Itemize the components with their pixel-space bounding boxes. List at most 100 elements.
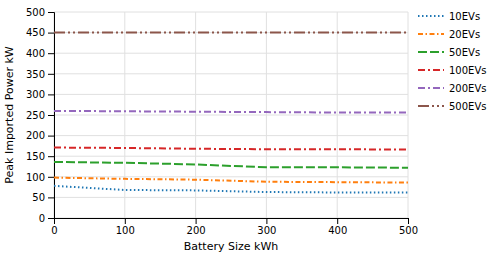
- tick: 0: [51, 218, 57, 236]
- legend-label: 20EVs: [449, 29, 480, 40]
- chart: 0 100 200 300 400 500 0 50 100 150 200 250 300 350 400…: [0, 0, 500, 256]
- legend-swatch: [418, 15, 444, 17]
- series-line: [54, 32, 408, 34]
- tick-mark: [337, 218, 338, 224]
- legend-item: 20EVs: [418, 29, 480, 40]
- tick-mark: [48, 115, 54, 116]
- legend-item: 500EVs: [418, 101, 486, 112]
- tick: 100: [26, 172, 54, 183]
- tick-label: 200: [26, 130, 45, 141]
- grid-line: [54, 94, 408, 95]
- tick: 350: [26, 69, 54, 80]
- legend-label: 10EVs: [449, 11, 480, 22]
- tick: 150: [26, 151, 54, 162]
- grid-line: [54, 73, 408, 74]
- grid-line: [54, 197, 408, 198]
- legend-label: 100EVs: [449, 65, 486, 76]
- legend-item: 100EVs: [418, 65, 486, 76]
- legend-label: 200EVs: [449, 83, 486, 94]
- tick-mark: [48, 12, 54, 13]
- axis-line: [48, 13, 55, 219]
- tick-label: 300: [26, 89, 45, 100]
- series-line: [54, 111, 408, 113]
- x-axis-title: Battery Size kWh: [184, 240, 279, 253]
- tick: 50: [32, 192, 54, 203]
- tick-mark: [48, 136, 54, 137]
- grid-line: [54, 176, 408, 177]
- tick-label: 450: [26, 27, 45, 38]
- legend-swatch: [418, 105, 444, 107]
- tick-mark: [48, 197, 54, 198]
- tick-label: 250: [26, 110, 45, 121]
- grid-line: [195, 12, 196, 218]
- y-axis-title: Peak Imported Power kW: [3, 46, 16, 183]
- series-line: [54, 148, 408, 150]
- tick-label: 350: [26, 69, 45, 80]
- grid-line: [54, 156, 408, 157]
- tick-label: 100: [26, 172, 45, 183]
- tick: 300: [257, 218, 276, 236]
- legend-item: 200EVs: [418, 83, 486, 94]
- tick: 250: [26, 110, 54, 121]
- tick: 450: [26, 27, 54, 38]
- legend-label: 50EVs: [449, 47, 480, 58]
- tick-label: 100: [116, 225, 135, 236]
- tick: 400: [26, 48, 54, 59]
- tick-mark: [48, 218, 54, 219]
- grid-line: [54, 135, 408, 136]
- grid-line: [266, 12, 267, 218]
- tick: 400: [328, 218, 347, 236]
- tick-label: 200: [187, 225, 206, 236]
- legend-item: 50EVs: [418, 47, 480, 58]
- series-line: [54, 178, 408, 183]
- tick-mark: [48, 177, 54, 178]
- legend: 10EVs 20EVs 50EVs 100EVs 200EVs 500EVs: [418, 11, 486, 112]
- tick-label: 400: [328, 225, 347, 236]
- axis-line: [55, 219, 409, 225]
- tick-mark: [48, 53, 54, 54]
- tick-label: 500: [399, 225, 418, 236]
- y-axis: 0 50 100 150 200 250 300 350 400 450 500: [26, 7, 55, 224]
- legend-label: 500EVs: [449, 101, 486, 112]
- tick: 200: [187, 218, 206, 236]
- legend-item: 10EVs: [418, 11, 480, 22]
- legend-swatch: [418, 51, 444, 53]
- tick: 500: [399, 218, 418, 236]
- tick: 0: [39, 213, 54, 224]
- tick-mark: [408, 218, 409, 224]
- legend-swatch: [418, 87, 444, 89]
- plot: 0 100 200 300 400 500 0 50 100 150 200 250 300 350 400…: [26, 7, 418, 236]
- grid-line: [54, 115, 408, 116]
- legend-swatch: [418, 33, 444, 35]
- tick-label: 500: [26, 7, 45, 18]
- tick: 100: [116, 218, 135, 236]
- tick-mark: [196, 218, 197, 224]
- grid-line: [408, 12, 409, 218]
- grid-line: [124, 12, 125, 218]
- tick-label: 300: [257, 225, 276, 236]
- tick-mark: [125, 218, 126, 224]
- grid-line: [54, 53, 408, 54]
- tick-mark: [48, 33, 54, 34]
- grid-line: [337, 12, 338, 218]
- tick-label: 400: [26, 48, 45, 59]
- legend-swatch: [418, 69, 444, 71]
- grid-line: [54, 32, 408, 33]
- tick-label: 0: [51, 225, 57, 236]
- tick: 200: [26, 130, 54, 141]
- tick: 500: [26, 7, 54, 18]
- tick-label: 0: [39, 213, 45, 224]
- tick-mark: [48, 74, 54, 75]
- tick-label: 50: [32, 192, 45, 203]
- x-axis: 0 100 200 300 400 500: [51, 218, 418, 236]
- tick-mark: [48, 94, 54, 95]
- tick-label: 150: [26, 151, 45, 162]
- series-line: [54, 186, 408, 193]
- tick-mark: [266, 218, 267, 224]
- tick: 300: [26, 89, 54, 100]
- tick-mark: [48, 156, 54, 157]
- lines: [54, 33, 408, 193]
- grid: [54, 12, 408, 218]
- grid-line: [54, 12, 408, 13]
- series-line: [54, 162, 408, 168]
